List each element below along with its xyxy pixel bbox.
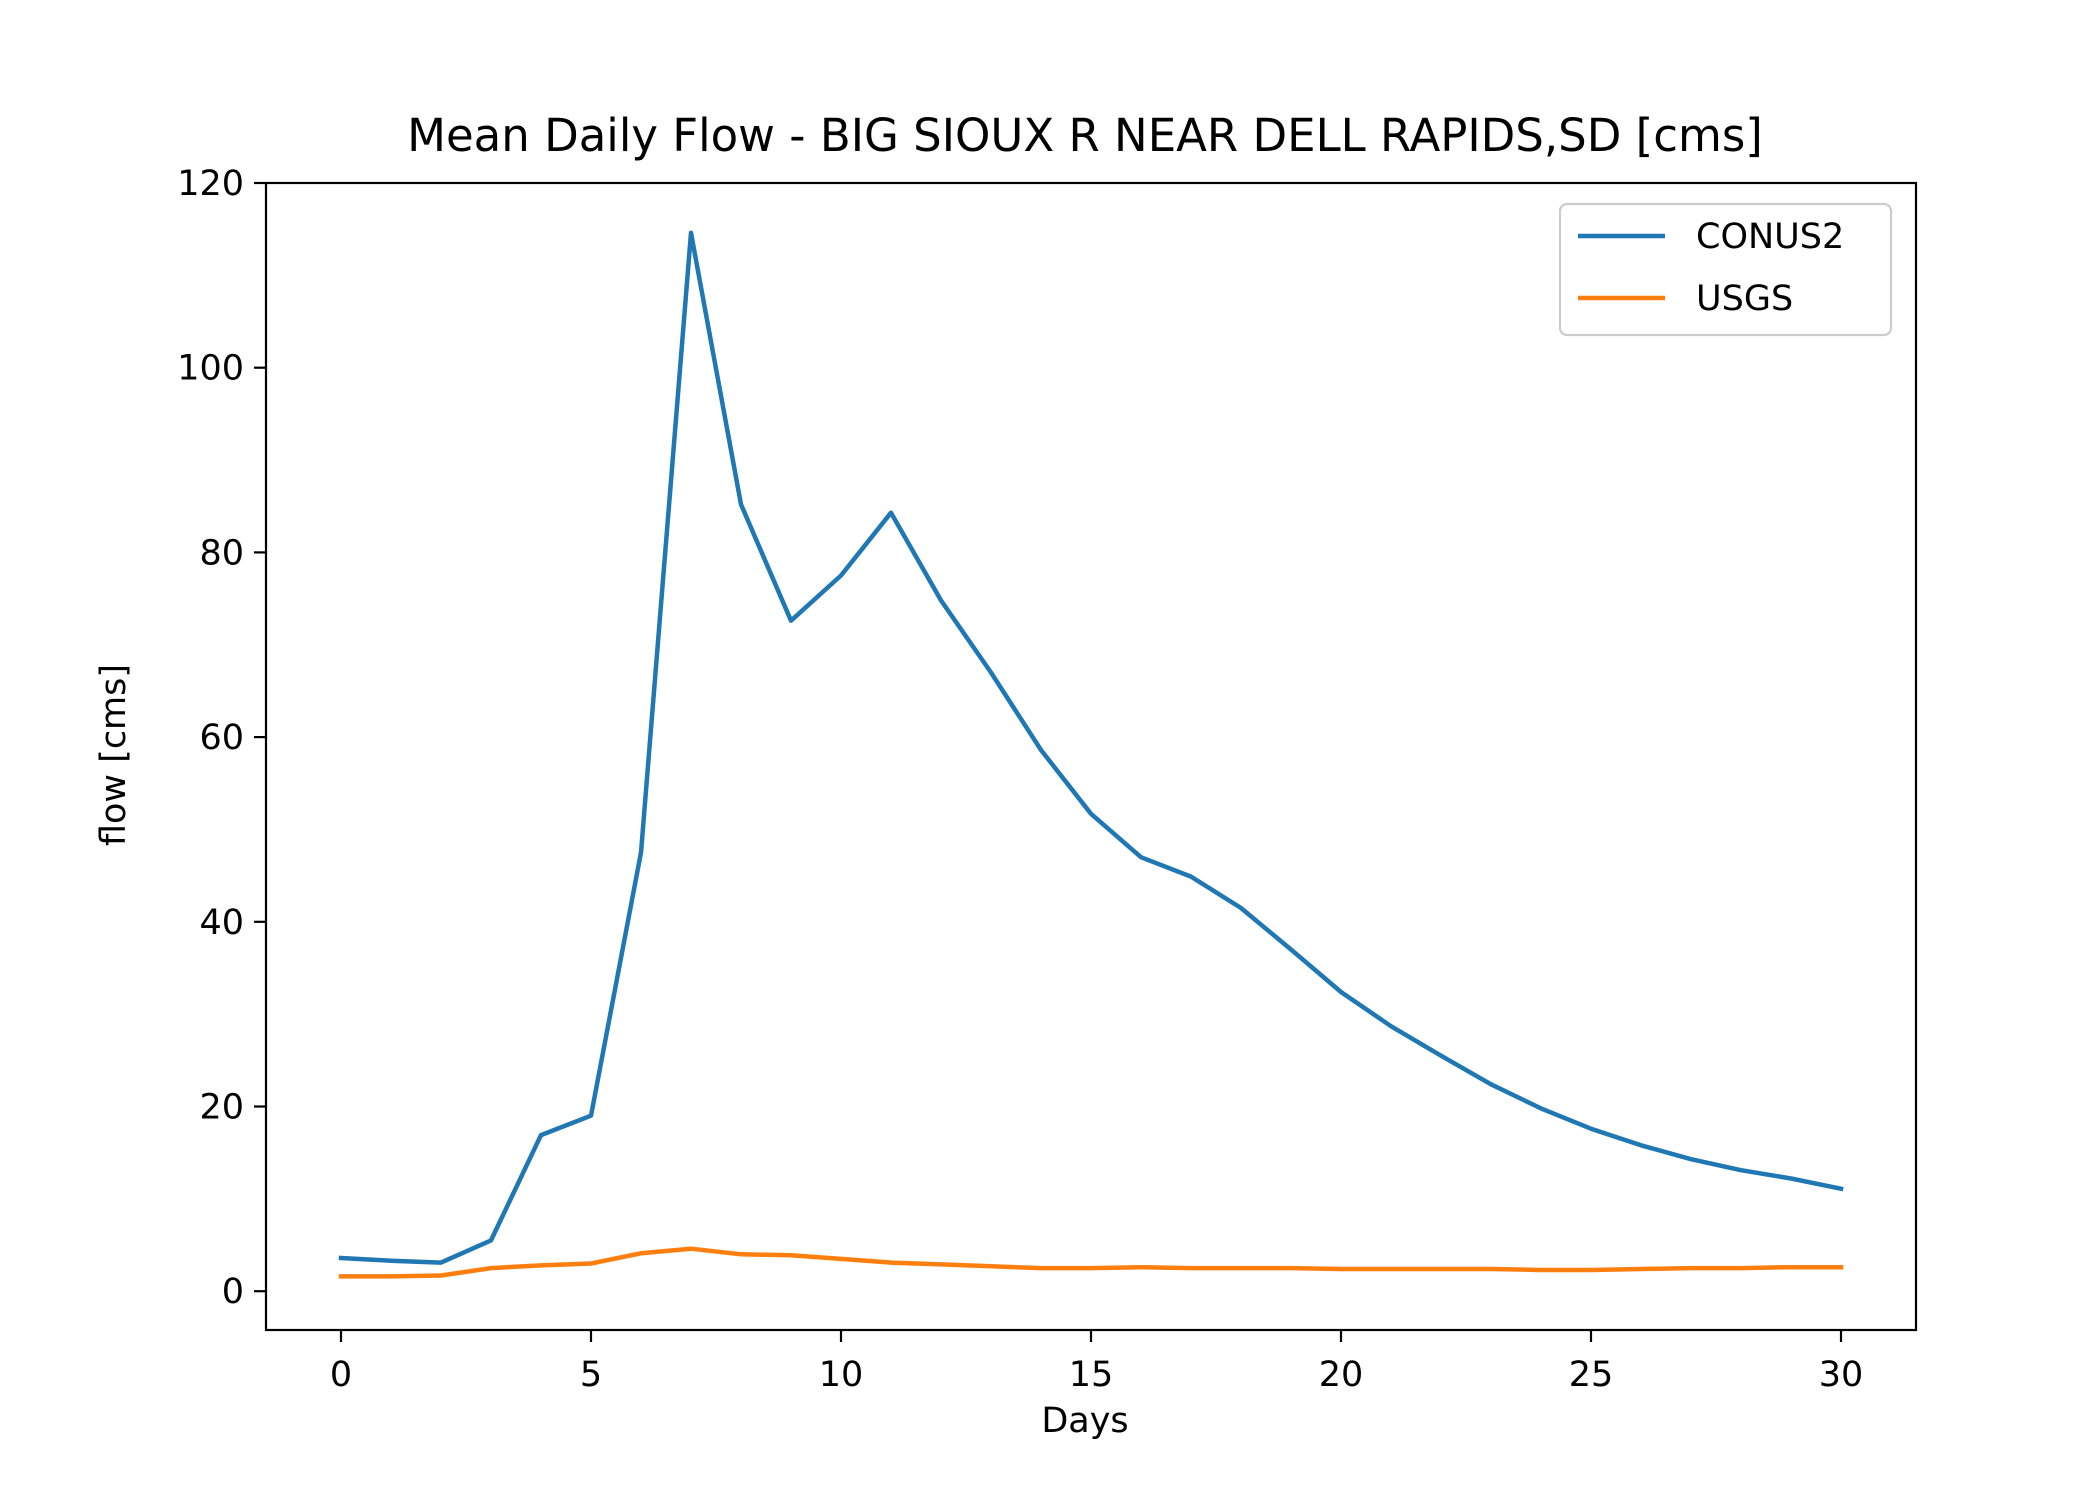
y-tick-label: 60 [199,718,244,758]
series-layer [338,230,1844,1279]
y-tick-label: 80 [199,533,244,573]
x-tick-label: 0 [330,1355,352,1395]
y-axis: 0 20 40 60 80 100 120 [177,164,266,1312]
y-tick-label: 40 [199,903,244,943]
plot-frame [264,181,1918,1332]
x-tick-label: 25 [1569,1355,1614,1395]
chart-title: Mean Daily Flow - BIG SIOUX R NEAR DELL … [407,109,1763,162]
x-tick-label: 10 [819,1355,864,1395]
legend: CONUS2 USGS [1558,202,1893,337]
series-line-usgs [338,1246,1844,1279]
x-axis: 0 5 10 15 20 25 30 [330,1330,1863,1395]
legend-label-usgs: USGS [1696,279,1793,319]
legend-label-conus2: CONUS2 [1696,217,1844,257]
y-tick-label: 100 [177,349,244,389]
x-tick-label: 5 [580,1355,602,1395]
y-tick-label: 20 [199,1088,244,1128]
x-tick-label: 30 [1819,1355,1864,1395]
series-line-conus2 [338,230,1844,1265]
x-axis-label: Days [1041,1401,1128,1441]
y-tick-label: 0 [222,1272,244,1312]
y-axis-label: flow [cms] [94,664,134,846]
x-tick-label: 20 [1319,1355,1364,1395]
x-tick-label: 15 [1069,1355,1114,1395]
y-tick-label: 120 [177,164,244,204]
